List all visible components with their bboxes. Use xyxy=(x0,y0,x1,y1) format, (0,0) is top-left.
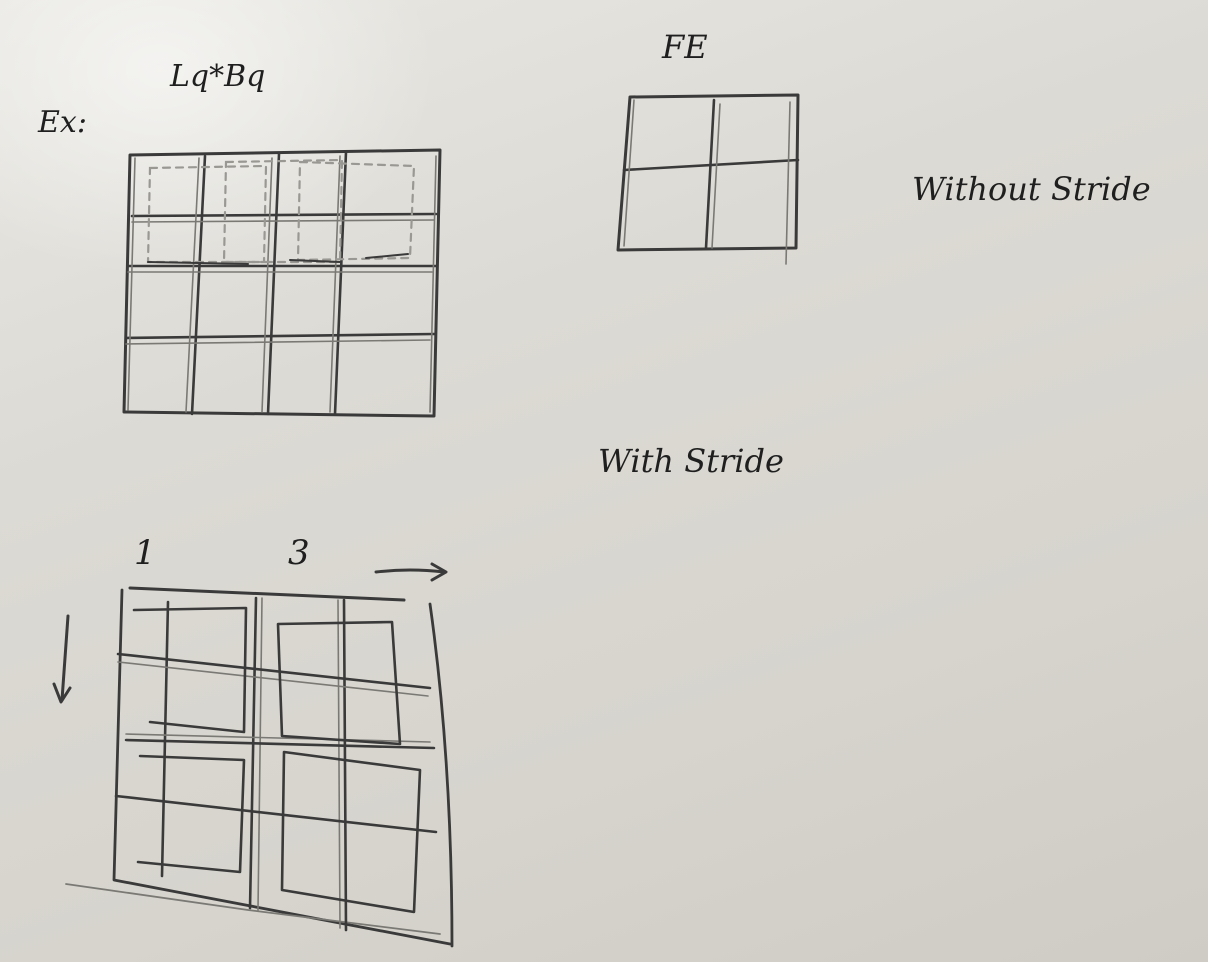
input-grid-double-line xyxy=(131,219,435,223)
stride-grid-col-line xyxy=(160,600,170,878)
stride-grid-double-line xyxy=(337,599,341,929)
input-grid-row-line xyxy=(124,332,436,340)
window-underline xyxy=(147,261,249,265)
down-arrow-icon xyxy=(60,614,70,702)
stride-grid-double-line xyxy=(125,733,431,743)
window-underline xyxy=(289,259,341,263)
stride-grid-top-line xyxy=(128,586,406,602)
input-grid-double-line xyxy=(125,339,431,345)
input-grid-border xyxy=(122,148,442,418)
stride-step-3: 3 xyxy=(288,533,310,573)
stride-grid-double-line xyxy=(117,661,429,697)
input-grid xyxy=(122,148,442,418)
stride-window-2 xyxy=(276,620,402,746)
input-grid-col-line xyxy=(190,154,207,416)
input-grid-double-line xyxy=(429,155,437,413)
down-arrow-icon-head xyxy=(52,682,72,704)
stride-grid-border xyxy=(428,602,454,948)
with-stride-label: With Stride xyxy=(598,442,784,480)
input-grid-row-line xyxy=(130,212,438,218)
right-arrow-icon-head xyxy=(430,562,448,582)
window-underline xyxy=(365,253,409,259)
input-grid-double-line xyxy=(127,157,136,411)
input-grid-col-line xyxy=(266,152,281,416)
filter-grid-double-line xyxy=(623,99,635,247)
stride-grid-border xyxy=(112,588,452,946)
input-grid-double-line xyxy=(261,157,273,413)
without-stride-label: Without Stride xyxy=(912,170,1151,208)
filter-grid-border xyxy=(616,93,800,252)
filter-grid-col-line xyxy=(704,98,716,250)
input-size-label: Lq*Bq xyxy=(169,59,265,94)
stride-grid-double-line xyxy=(257,597,263,911)
sliding-window-2 xyxy=(222,158,344,264)
input-grid-double-line xyxy=(329,155,341,413)
stride-window-1 xyxy=(132,606,248,734)
stride-window-4 xyxy=(280,750,422,914)
filter-label: FE xyxy=(661,28,708,66)
input-grid-col-line xyxy=(333,150,348,416)
stride-window-3 xyxy=(136,754,246,874)
stride-grid-row-line xyxy=(114,794,438,834)
filter-grid-double-line xyxy=(785,101,791,265)
stride-grid-col-line xyxy=(342,598,348,932)
stride-grid-row-line xyxy=(124,738,436,750)
stride-grid-base-line xyxy=(65,883,441,935)
sliding-window-3 xyxy=(296,160,416,262)
input-grid-double-line xyxy=(185,157,200,413)
filter-grid xyxy=(616,93,800,265)
stride-grid-col-line xyxy=(248,596,258,910)
stride-step-1: 1 xyxy=(134,533,156,573)
example-label: Ex: xyxy=(37,105,87,140)
stride-grid xyxy=(65,586,454,948)
right-arrow-icon xyxy=(374,568,446,574)
stride-grid-row-line xyxy=(116,652,432,690)
filter-grid-double-line xyxy=(711,103,721,249)
